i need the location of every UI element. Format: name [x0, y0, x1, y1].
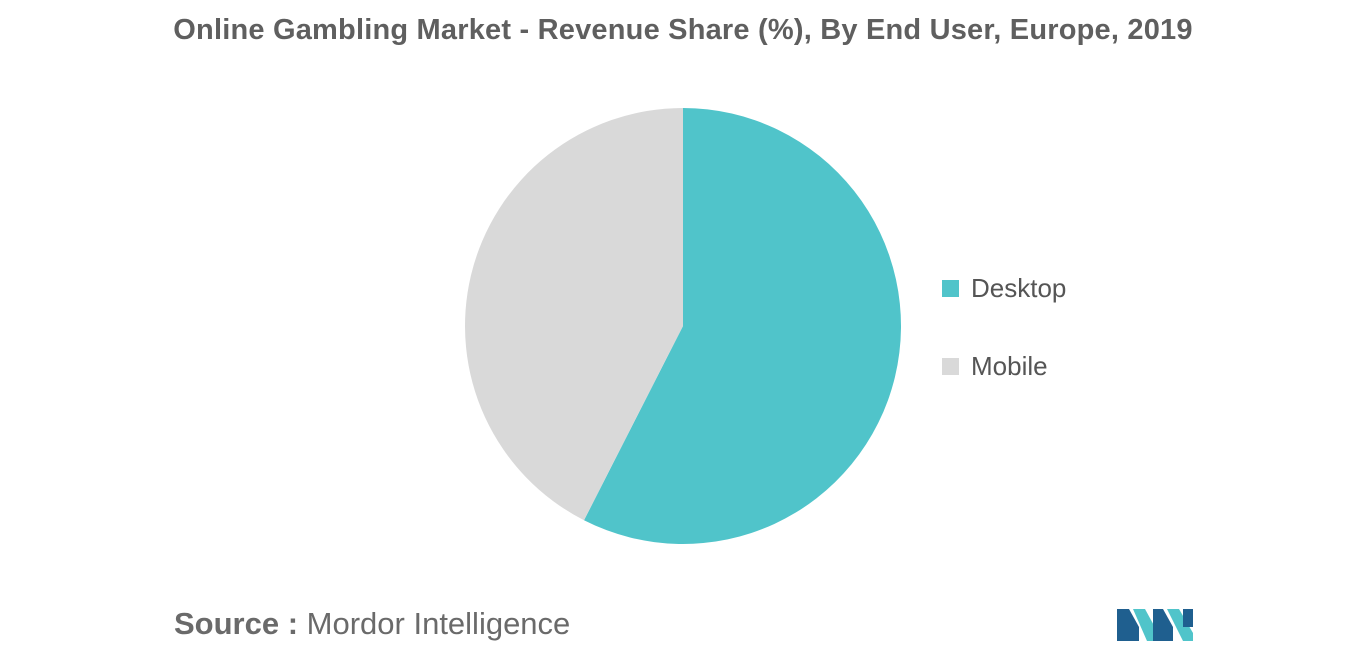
chart-title: Online Gambling Market - Revenue Share (…	[173, 14, 1193, 46]
source-label: Source :	[174, 606, 299, 641]
legend-label-mobile: Mobile	[971, 350, 1048, 381]
legend-swatch-desktop	[942, 279, 959, 297]
pie-slice-mobile	[465, 108, 683, 521]
legend-label-desktop: Desktop	[971, 272, 1067, 303]
source-line: Source : Mordor Intelligence	[174, 606, 570, 642]
source-value: Mordor Intelligence	[306, 606, 571, 641]
legend-swatch-mobile	[942, 357, 959, 375]
legend-item-mobile: Mobile	[942, 348, 1066, 384]
pie-slice-desktop	[584, 108, 902, 544]
mordor-intelligence-logo-icon	[1117, 609, 1193, 641]
legend-item-desktop: Desktop	[942, 270, 1066, 306]
chart-legend: Desktop Mobile	[942, 270, 1066, 426]
